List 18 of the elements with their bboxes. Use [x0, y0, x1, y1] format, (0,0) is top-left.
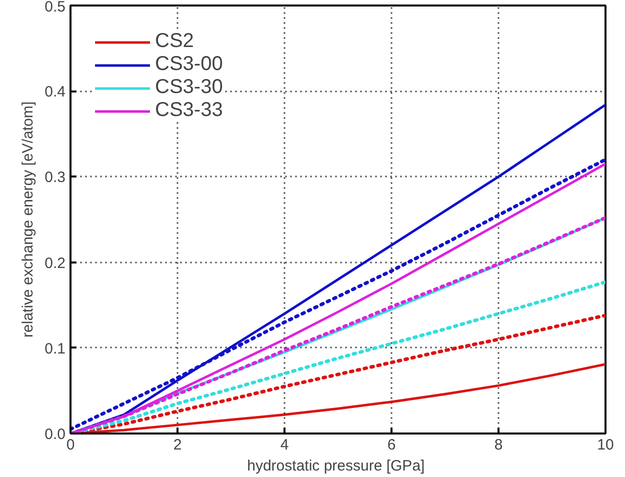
y-tick-label: 0.3 — [44, 169, 66, 186]
x-tick-label: 0 — [66, 436, 75, 454]
legend-label: CS3-33 — [155, 99, 223, 122]
y-axis-title: relative exchange energy [eV/atom] — [20, 102, 37, 338]
x-tick-label: 6 — [387, 436, 396, 454]
x-tick-label: 8 — [494, 436, 503, 454]
x-tick-label: 4 — [280, 436, 289, 454]
y-tick-label: 0.2 — [44, 254, 66, 272]
legend-label: CS3-30 — [155, 76, 223, 99]
y-tick-label: 0.0 — [44, 426, 66, 443]
x-tick-label: 10 — [597, 436, 614, 454]
legend-label: CS3-00 — [155, 53, 223, 76]
y-tick-label: 0.1 — [44, 340, 66, 358]
legend-label: CS2 — [155, 30, 194, 53]
y-tick-label: 0.4 — [44, 84, 66, 101]
x-axis-title: hydrostatic pressure [GPa] — [247, 458, 425, 474]
y-tick-label: 0.5 — [44, 0, 66, 16]
x-tick-label: 2 — [173, 436, 182, 454]
